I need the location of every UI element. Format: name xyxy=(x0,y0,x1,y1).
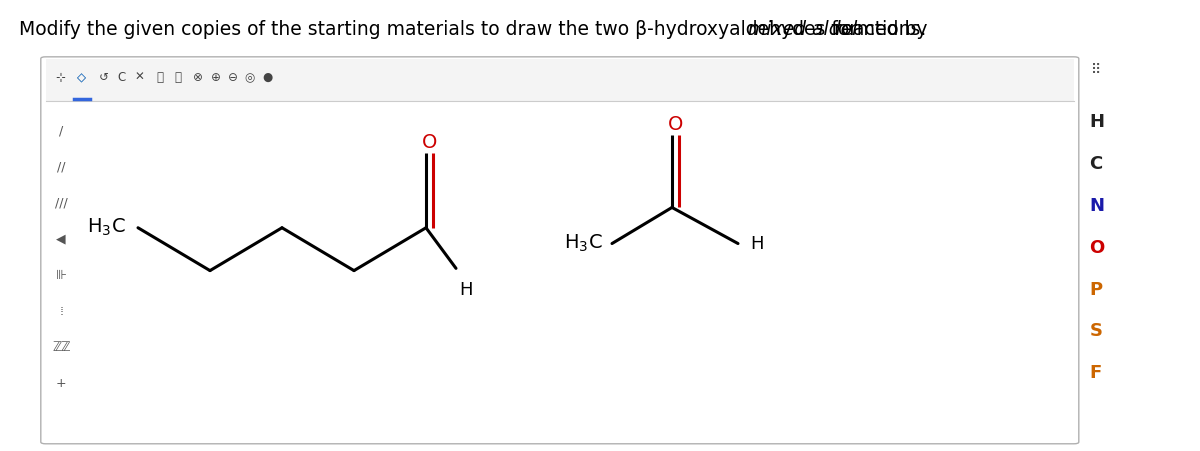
Text: ⊪: ⊪ xyxy=(55,269,67,281)
Text: ⊹: ⊹ xyxy=(55,71,65,84)
Text: ◇: ◇ xyxy=(77,71,86,84)
Text: O: O xyxy=(422,133,437,152)
Text: P: P xyxy=(1090,281,1103,299)
Text: reactions.: reactions. xyxy=(828,20,926,39)
Text: C: C xyxy=(1090,155,1103,173)
Text: ◇: ◇ xyxy=(77,71,86,84)
Text: ⁞: ⁞ xyxy=(59,305,64,318)
Text: ✕: ✕ xyxy=(134,71,144,84)
Text: Modify the given copies of the starting materials to draw the two β-hydroxyaldeh: Modify the given copies of the starting … xyxy=(19,20,934,39)
Text: H: H xyxy=(1090,113,1105,131)
Text: H: H xyxy=(458,281,473,299)
Text: ↺: ↺ xyxy=(98,71,108,84)
Text: H$_3$C: H$_3$C xyxy=(564,233,602,254)
Text: C: C xyxy=(118,71,125,84)
Text: ⠿: ⠿ xyxy=(1091,63,1100,77)
Text: ℤℤ: ℤℤ xyxy=(52,341,71,354)
Text: ⊗: ⊗ xyxy=(193,71,203,84)
Text: O: O xyxy=(1090,239,1105,257)
Text: /: / xyxy=(59,124,64,137)
Text: ●: ● xyxy=(263,71,272,84)
Text: mixed aldol: mixed aldol xyxy=(748,20,857,39)
Text: ⊕: ⊕ xyxy=(211,71,221,84)
Text: H$_3$C: H$_3$C xyxy=(88,217,126,239)
Text: N: N xyxy=(1090,197,1105,215)
Text: ///: /// xyxy=(55,197,67,209)
Text: ⎘: ⎘ xyxy=(174,71,181,84)
Text: F: F xyxy=(1090,364,1102,382)
Text: //: // xyxy=(56,161,66,173)
Text: H: H xyxy=(750,235,763,253)
Bar xyxy=(46,59,1074,101)
Text: S: S xyxy=(1090,322,1103,341)
Text: ◎: ◎ xyxy=(245,71,254,84)
Text: ◀: ◀ xyxy=(56,233,66,245)
Text: +: + xyxy=(56,377,66,390)
Text: ⊖: ⊖ xyxy=(228,71,238,84)
FancyBboxPatch shape xyxy=(41,57,1079,444)
Text: O: O xyxy=(668,115,683,133)
Text: ⎘: ⎘ xyxy=(156,71,163,84)
